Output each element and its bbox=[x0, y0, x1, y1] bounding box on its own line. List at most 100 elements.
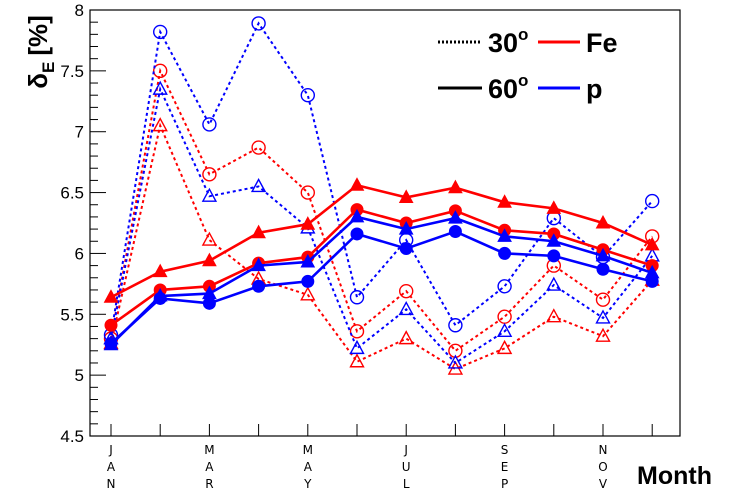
series-line bbox=[110, 230, 653, 345]
legend-entry: p bbox=[538, 74, 603, 104]
series-line bbox=[110, 215, 653, 346]
y-axis-title-symbol: δ bbox=[23, 73, 53, 89]
month-letter: S bbox=[501, 443, 509, 457]
month-letter: P bbox=[501, 477, 508, 491]
legend-label: 30o bbox=[488, 25, 528, 58]
series-fe-30-open-triangle bbox=[103, 117, 660, 375]
data-point bbox=[399, 242, 413, 256]
month-letter: L bbox=[403, 477, 410, 491]
y-axis-title-subscript: E bbox=[39, 62, 58, 73]
month-letter: M bbox=[303, 443, 313, 457]
legend-label: 60o bbox=[488, 71, 528, 104]
plot-border bbox=[89, 9, 681, 437]
series-line bbox=[110, 208, 653, 327]
data-point bbox=[497, 309, 512, 324]
data-point bbox=[300, 253, 316, 268]
month-letter: J bbox=[403, 443, 408, 457]
data-point bbox=[251, 16, 266, 31]
data-point bbox=[546, 308, 562, 323]
data-point bbox=[448, 225, 462, 239]
data-point bbox=[252, 279, 266, 293]
month-letter: J bbox=[108, 443, 113, 457]
data-point bbox=[202, 252, 217, 267]
data-point bbox=[399, 283, 414, 299]
data-point bbox=[349, 353, 365, 368]
data-point bbox=[595, 327, 611, 342]
data-point bbox=[300, 286, 316, 301]
legend-entry: 30o bbox=[438, 25, 528, 58]
data-point bbox=[152, 263, 168, 278]
month-letter: N bbox=[599, 443, 608, 457]
month-letter: Y bbox=[303, 477, 312, 491]
y-axis-title: δE [%] bbox=[23, 15, 58, 89]
data-point bbox=[251, 224, 266, 239]
month-letter: M bbox=[204, 443, 214, 457]
series-fe-60-filled-triangle bbox=[103, 177, 660, 303]
data-point bbox=[152, 63, 168, 79]
data-point bbox=[496, 339, 513, 355]
series-fe-30-open-circle bbox=[103, 63, 660, 358]
series-line bbox=[110, 85, 653, 365]
data-point bbox=[595, 247, 611, 262]
data-point bbox=[152, 80, 168, 95]
month-letter: R bbox=[205, 477, 213, 491]
data-point bbox=[644, 247, 660, 262]
data-point bbox=[596, 262, 610, 276]
data-point bbox=[595, 309, 611, 324]
month-letter: E bbox=[501, 460, 509, 474]
y-axis-title-unit: [%] bbox=[23, 15, 53, 55]
data-point bbox=[152, 117, 168, 132]
x-axis-title: Month bbox=[637, 462, 712, 490]
month-letter: U bbox=[402, 460, 411, 474]
data-point bbox=[645, 193, 660, 209]
legend-entry: 60o bbox=[438, 71, 528, 104]
series-line bbox=[110, 122, 653, 371]
legend-entry: Fe bbox=[538, 28, 618, 58]
month-letter: V bbox=[599, 477, 608, 491]
data-point bbox=[595, 292, 611, 307]
data-point bbox=[546, 200, 562, 214]
month-letter: A bbox=[205, 460, 214, 474]
data-point bbox=[251, 257, 266, 272]
data-point bbox=[300, 216, 316, 230]
data-point bbox=[202, 296, 216, 310]
data-point bbox=[644, 236, 660, 251]
legend-label: p bbox=[586, 74, 603, 104]
series-line bbox=[110, 67, 653, 353]
y-tick-label: 7.5 bbox=[60, 62, 84, 81]
data-point bbox=[300, 185, 315, 200]
data-point bbox=[497, 279, 512, 294]
legend: 30o Fe 60o p bbox=[438, 25, 618, 104]
plot-frame bbox=[89, 9, 681, 437]
series-p-30-open-circle bbox=[103, 16, 660, 343]
data-point bbox=[349, 339, 365, 355]
data-point bbox=[497, 228, 512, 242]
month-letter: A bbox=[107, 460, 116, 474]
legend-label: Fe bbox=[586, 28, 618, 58]
data-point bbox=[448, 210, 463, 224]
month-letter: O bbox=[598, 460, 607, 474]
data-point bbox=[104, 336, 118, 350]
data-point bbox=[104, 318, 118, 332]
data-point bbox=[251, 140, 266, 155]
month-letter: A bbox=[304, 460, 313, 474]
data-point bbox=[152, 24, 168, 40]
data-point bbox=[595, 214, 611, 229]
series-group bbox=[103, 16, 660, 375]
data-point bbox=[301, 274, 315, 288]
y-tick-label: 8 bbox=[75, 1, 84, 20]
data-point bbox=[497, 194, 512, 208]
data-point bbox=[498, 246, 512, 260]
data-point bbox=[349, 208, 365, 223]
data-point bbox=[202, 117, 217, 132]
data-point bbox=[645, 274, 659, 288]
data-point bbox=[546, 233, 562, 247]
month-letter: N bbox=[107, 477, 116, 491]
data-point bbox=[546, 276, 562, 291]
data-point bbox=[447, 354, 464, 369]
data-point bbox=[349, 324, 365, 339]
data-point bbox=[103, 289, 119, 303]
data-point bbox=[398, 300, 414, 316]
